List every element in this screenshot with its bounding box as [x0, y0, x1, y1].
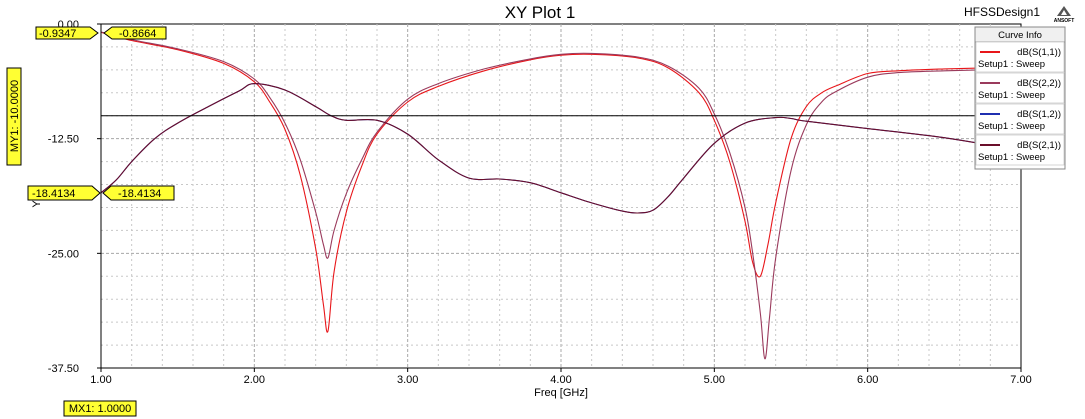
plot-title: XY Plot 1 — [505, 3, 576, 22]
x-tick-label: 1.00 — [90, 374, 111, 386]
marker-tag-right-mid-text: -18.4134 — [118, 188, 161, 200]
x-axis-label: Freq [GHz] — [534, 387, 588, 399]
x-tick-label: 4.00 — [550, 374, 571, 386]
legend-entry-setup: Setup1 : Sweep — [978, 90, 1045, 101]
legend-title: Curve Info — [998, 30, 1042, 41]
x-tick-label: 6.00 — [857, 374, 878, 386]
marker-tag-my1[interactable]: MY1: -10.0000 — [6, 67, 22, 166]
marker-tag-right-mid[interactable]: -18.4134 — [102, 185, 175, 201]
x-tick-label: 3.00 — [397, 374, 418, 386]
marker-tag-left-mid[interactable]: -18.4134 — [27, 185, 101, 201]
legend-entry-name: dB(S(2,2)) — [1017, 78, 1061, 89]
y-tick-label: -12.50 — [48, 134, 79, 146]
y-axis-label: Y — [31, 200, 43, 208]
marker-tag-my1-text: MY1: -10.0000 — [9, 80, 21, 152]
x-tick-label: 7.00 — [1010, 374, 1031, 386]
legend-entry-setup: Setup1 : Sweep — [978, 121, 1045, 132]
grid — [101, 24, 1021, 368]
legend-entry-box — [975, 134, 1065, 166]
legend-entry-setup: Setup1 : Sweep — [978, 152, 1045, 163]
axis-ticks: 1.00 2.00 3.00 4.00 5.00 6.00 7.000.00-12.50-2… — [48, 19, 1032, 386]
legend-entry-name: dB(S(1,2)) — [1017, 109, 1061, 120]
y-tick-label: -37.50 — [48, 363, 79, 375]
legend-entry-box — [975, 72, 1065, 104]
x-tick-label: 2.00 — [244, 374, 265, 386]
legend-entry-box — [975, 103, 1065, 135]
marker-tag-mx1[interactable]: MX1: 1.0000 — [63, 400, 137, 417]
marker-tag-right-top[interactable]: -0.8664 — [103, 26, 167, 40]
y-tick-label: -25.00 — [48, 248, 79, 260]
legend-entry-name: dB(S(1,1)) — [1017, 47, 1061, 58]
logo-text: ANSOFT — [1054, 18, 1075, 24]
x-tick-label: 5.00 — [704, 374, 725, 386]
legend-entry-setup: Setup1 : Sweep — [978, 59, 1045, 70]
legend-entry-box — [975, 41, 1065, 73]
marker-tag-left-top[interactable]: -0.9347 — [35, 26, 99, 40]
marker-tag-left-mid-text: -18.4134 — [32, 188, 75, 200]
marker-tag-mx1-text: MX1: 1.0000 — [69, 403, 131, 415]
design-name: HFSSDesign1 — [964, 5, 1040, 19]
curve-info-legend[interactable]: Curve Info dB(S(1,1))Setup1 : SweepdB(S(… — [974, 26, 1066, 170]
ansoft-logo-icon: ANSOFT — [1054, 6, 1075, 24]
series-group — [100, 31, 1022, 360]
marker-tag-right-top-text: -0.8664 — [119, 28, 156, 40]
legend-entry-name: dB(S(2,1)) — [1017, 140, 1061, 151]
series-line-db-s-1-1[interactable] — [100, 31, 1022, 333]
marker-tag-left-top-text: -0.9347 — [39, 28, 76, 40]
series-line-db-s-2-1[interactable] — [100, 83, 1022, 214]
series-line-db-s-2-2[interactable] — [100, 31, 1022, 360]
